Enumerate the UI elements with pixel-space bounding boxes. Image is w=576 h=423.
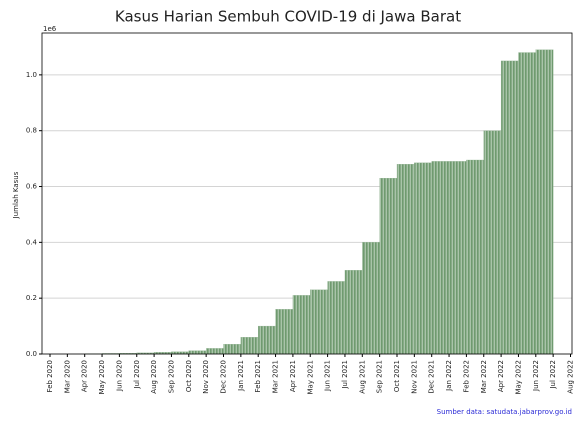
y-tick-label: 0.8: [26, 127, 37, 135]
source: Sumber data: satudata.jabarprov.go.id: [437, 408, 572, 416]
bar: [223, 344, 242, 355]
x-tick-label: Jun 2021: [324, 360, 332, 392]
x-tick-label: Dec 2021: [428, 360, 436, 394]
bar: [188, 350, 207, 355]
x-tick-label: Jan 2021: [237, 360, 245, 392]
bar: [258, 325, 276, 355]
bar: [275, 309, 294, 355]
x-tick-label: Sep 2021: [376, 360, 384, 393]
x-tick-label: Jul 2020: [133, 360, 141, 390]
offset-label: 1e6: [43, 25, 57, 33]
bar: [483, 130, 502, 355]
bar: [448, 161, 467, 355]
x-tick-label: May 2021: [306, 360, 314, 395]
bar: [466, 159, 484, 355]
x-tick-label: Mar 2022: [480, 360, 488, 393]
x-tick-label: Oct 2021: [393, 360, 401, 392]
bar: [535, 49, 554, 355]
y-tick-label: 0.4: [26, 238, 38, 246]
x-tick-label: Nov 2021: [410, 360, 418, 394]
x-tick-label: May 2020: [98, 360, 106, 395]
y-tick-label: 0.2: [26, 294, 37, 302]
x-tick-label: Feb 2020: [46, 360, 54, 392]
bar: [431, 161, 450, 355]
y-axis-label: Jumlah Kasus: [12, 171, 20, 219]
bar: [362, 242, 380, 355]
y-tick-label: 1.0: [26, 71, 37, 79]
x-tick-label: Jun 2022: [532, 360, 540, 392]
x-tick-label: Aug 2022: [567, 360, 575, 394]
x-tick-label: Aug 2021: [358, 360, 366, 394]
x-tick-label: Mar 2020: [63, 360, 71, 393]
y-tick-label: 0.0: [26, 350, 37, 358]
x-tick-label: Jul 2021: [341, 360, 349, 390]
x-tick-label: May 2022: [514, 360, 522, 395]
bar: [396, 164, 415, 355]
x-tick-label: Apr 2021: [289, 360, 297, 392]
x-tick-label: Mar 2021: [272, 360, 280, 393]
bar: [414, 162, 432, 355]
x-tick-label: Nov 2020: [202, 360, 210, 394]
plot-frame: [41, 32, 573, 355]
bar: [327, 281, 346, 355]
chart-title: Kasus Harian Sembuh COVID-19 di Jawa Bar…: [115, 8, 461, 26]
x-tick-label: Dec 2020: [220, 360, 228, 394]
x-tick-label: Aug 2020: [150, 360, 158, 394]
x-tick-label: Apr 2022: [497, 360, 505, 392]
y-tick-label: 0.6: [26, 183, 38, 191]
bar: [292, 295, 311, 355]
bar: [310, 289, 328, 355]
bar: [500, 60, 519, 355]
x-tick-label: Sep 2020: [167, 360, 175, 393]
x-tick-label: Jun 2020: [115, 360, 123, 392]
x-tick-label: Jul 2022: [549, 360, 557, 390]
x-tick-label: Feb 2022: [462, 360, 470, 392]
bar: [240, 337, 259, 355]
bar: [344, 270, 363, 355]
bar: [205, 348, 224, 355]
x-tick-label: Apr 2020: [81, 360, 89, 392]
x-tick-label: Oct 2020: [185, 360, 193, 392]
x-tick-label: Jan 2022: [445, 360, 453, 392]
bar: [518, 52, 536, 355]
bar: [379, 177, 398, 355]
x-tick-label: Feb 2021: [254, 360, 262, 392]
